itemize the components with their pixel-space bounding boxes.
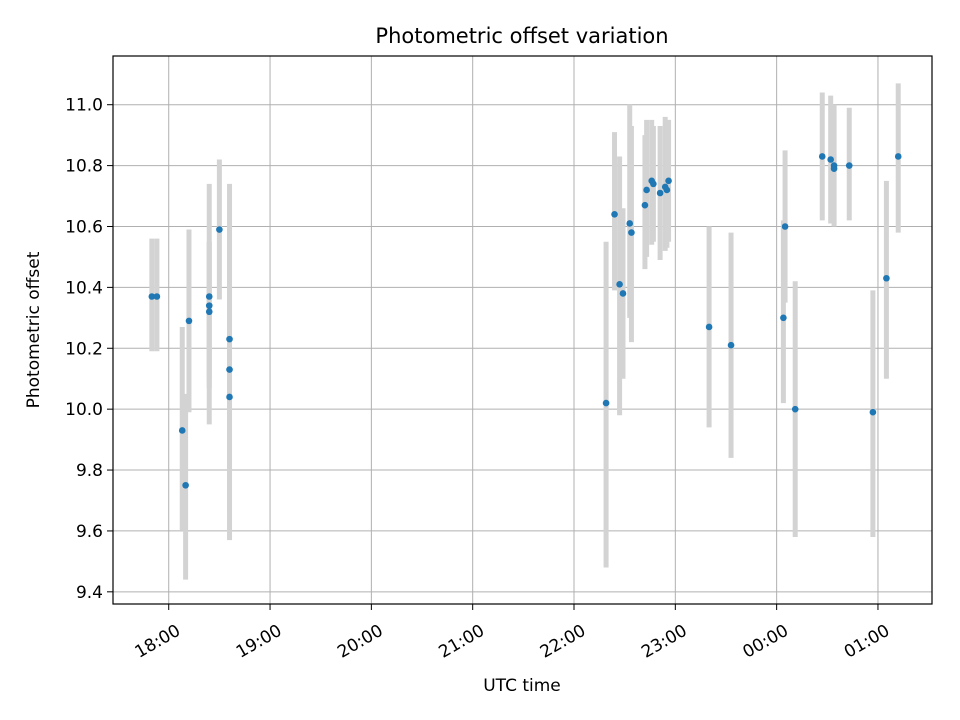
y-axis-title: Photometric offset [24, 251, 44, 408]
data-point [650, 180, 657, 188]
data-point [182, 481, 189, 489]
data-point [665, 177, 672, 185]
plot-frame [112, 55, 933, 605]
x-tick-label: 00:00 [740, 621, 792, 663]
x-tick-label: 23:00 [638, 621, 690, 663]
errorbar-layer [149, 83, 901, 580]
data-point [205, 302, 213, 309]
point-layer [148, 153, 902, 489]
data-point [791, 405, 799, 413]
data-point [883, 274, 890, 282]
data-point [226, 335, 233, 343]
x-tick-label: 01:00 [841, 621, 893, 663]
data-point [602, 399, 610, 407]
data-point [818, 153, 826, 160]
data-point [226, 366, 233, 373]
data-point [611, 211, 618, 218]
data-point [153, 293, 161, 300]
y-tick-label: 10.0 [65, 400, 103, 420]
data-point [869, 408, 877, 416]
data-point [205, 308, 213, 316]
y-tick-label: 9.4 [76, 583, 103, 603]
y-tick-label: 10.6 [65, 217, 103, 237]
grid-layer [113, 56, 932, 604]
data-point [643, 186, 650, 194]
y-tick-label: 9.8 [76, 461, 103, 481]
data-point [780, 314, 787, 322]
data-point [216, 226, 223, 233]
y-tick-label: 10.2 [65, 339, 103, 359]
data-point [781, 223, 789, 230]
data-point [656, 189, 664, 197]
data-point [185, 317, 193, 325]
data-point [626, 220, 634, 227]
data-point [663, 186, 671, 194]
data-point [148, 293, 156, 300]
data-point [641, 201, 649, 209]
x-tick-label: 22:00 [537, 621, 589, 663]
data-point [894, 153, 902, 160]
x-tick-label: 18:00 [132, 621, 184, 663]
y-tick-label: 9.6 [76, 522, 103, 542]
data-point [628, 229, 635, 236]
x-tick-label: 19:00 [233, 621, 285, 663]
x-axis-title: UTC time [483, 676, 561, 696]
data-point [616, 281, 623, 288]
data-point [727, 341, 735, 349]
y-tick-label: 10.8 [65, 157, 103, 177]
data-point [178, 427, 186, 434]
data-point [705, 323, 713, 331]
data-point [827, 156, 834, 163]
y-tick-label: 11.0 [65, 96, 103, 116]
x-tick-label: 20:00 [334, 621, 386, 663]
data-point [845, 162, 853, 169]
data-point [830, 165, 838, 172]
data-point [205, 293, 213, 300]
data-point [619, 290, 627, 297]
data-point [226, 393, 233, 401]
x-tick-label: 21:00 [436, 621, 488, 663]
chart-title: Photometric offset variation [375, 24, 668, 48]
y-tick-label: 10.4 [65, 278, 103, 298]
